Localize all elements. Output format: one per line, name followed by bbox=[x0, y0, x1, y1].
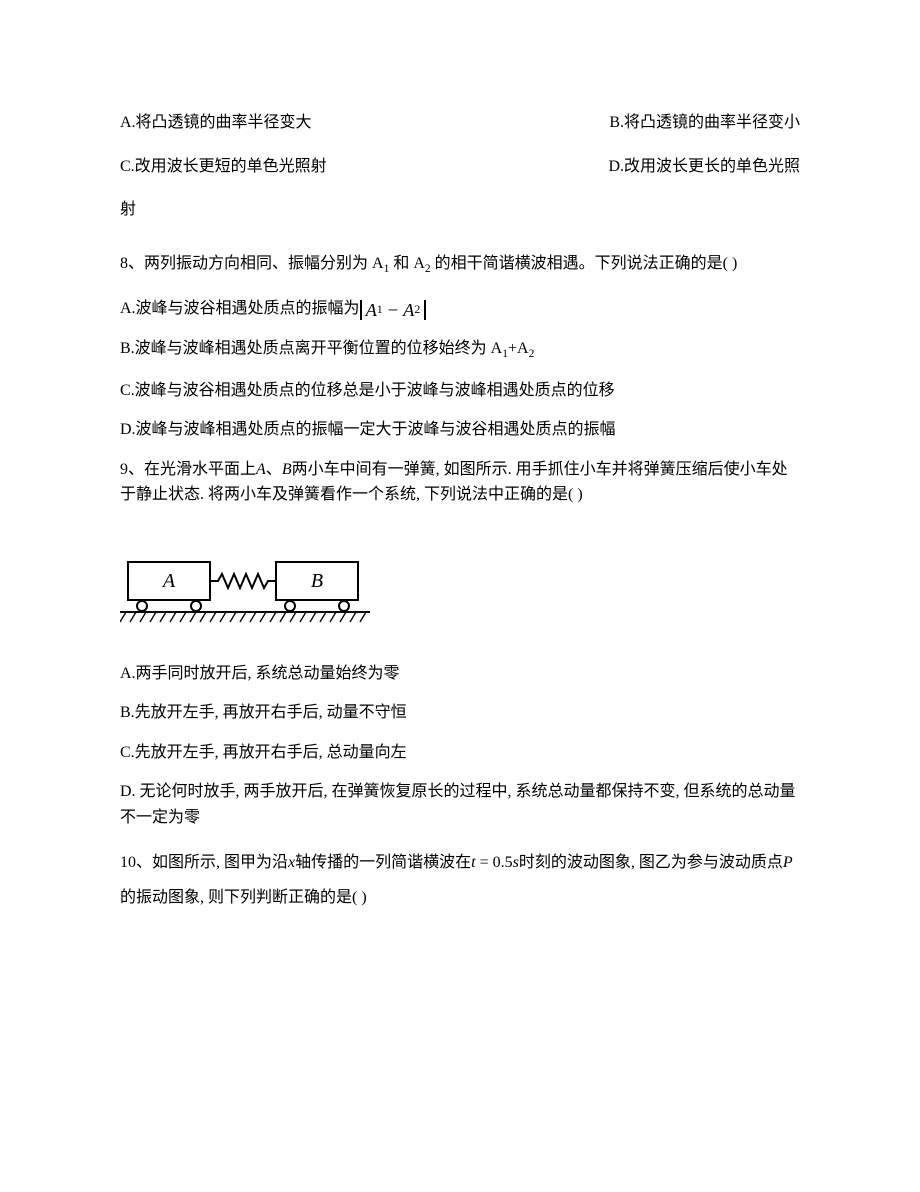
cart-b-wheel2 bbox=[339, 601, 349, 611]
abs-minus: − bbox=[388, 300, 398, 320]
q10-t: t bbox=[471, 854, 479, 871]
abs-A2: A bbox=[403, 300, 414, 320]
q7-option-d-part1: D.改用波长更长的单色光照 bbox=[608, 154, 800, 180]
q7-option-a: A.将凸透镜的曲率半径变大 bbox=[120, 110, 312, 136]
cart-a-wheel1 bbox=[137, 601, 147, 611]
cart-b-label: B bbox=[311, 570, 323, 592]
spring-icon bbox=[210, 574, 276, 588]
abs-A1: A bbox=[366, 300, 377, 320]
q10-prefix: 10、如图所示, 图甲为沿 bbox=[120, 854, 288, 871]
cart-a-label: A bbox=[161, 570, 176, 592]
page-content: A.将凸透镜的曲率半径变大 B.将凸透镜的曲率半径变小 C.改用波长更短的单色光… bbox=[0, 0, 920, 1013]
q8-stem: 8、两列振动方向相同、振幅分别为 A1 和 A2 的相干简谐横波相遇。下列说法正… bbox=[120, 251, 800, 279]
q8-optB-sub2: 2 bbox=[529, 348, 535, 360]
q8-stem-suffix: 的相干简谐横波相遇。下列说法正确的是( ) bbox=[431, 255, 738, 272]
ground-hatch bbox=[120, 612, 366, 622]
q8-stem-prefix: 8、两列振动方向相同、振幅分别为 A bbox=[120, 255, 384, 272]
q8-option-a: A.波峰与波谷相遇处质点的振幅为A1−A2 bbox=[120, 296, 800, 322]
q9-B: B bbox=[282, 461, 292, 478]
q7-option-d-part2: 射 bbox=[120, 197, 800, 223]
cart-b-wheel1 bbox=[285, 601, 295, 611]
q9-option-c: C.先放开左手, 再放开右手后, 总动量向左 bbox=[120, 740, 800, 766]
q9-option-d: D. 无论何时放手, 两手放开后, 在弹簧恢复原长的过程中, 系统总动量都保持不… bbox=[120, 779, 800, 830]
abs-sub1: 1 bbox=[377, 303, 383, 316]
q9-option-b: B.先放开左手, 再放开右手后, 动量不守恒 bbox=[120, 700, 800, 726]
q10-suffix2: 的振动图象, 则下列判断正确的是( ) bbox=[120, 889, 367, 906]
abs-sub2: 2 bbox=[414, 303, 420, 316]
q9-stem-prefix: 9、在光滑水平面上 bbox=[120, 461, 256, 478]
q9-stem: 9、在光滑水平面上A、B两小车中间有一弹簧, 如图所示. 用手抓住小车并将弹簧压… bbox=[120, 457, 800, 508]
q8-optB-plus: +A bbox=[508, 340, 529, 357]
q9-mid1: 、 bbox=[266, 461, 282, 478]
q8-optA-prefix: A.波峰与波谷相遇处质点的振幅为 bbox=[120, 300, 360, 317]
cart-a-wheel2 bbox=[191, 601, 201, 611]
q8-option-d: D.波峰与波峰相遇处质点的振幅一定大于波峰与波谷相遇处质点的振幅 bbox=[120, 417, 800, 443]
q10-eq: = 0.5 bbox=[480, 854, 513, 871]
q9-A: A bbox=[256, 461, 266, 478]
q9-option-a: A.两手同时放开后, 系统总动量始终为零 bbox=[120, 661, 800, 687]
q8-stem-mid1: 和 A bbox=[389, 255, 425, 272]
q8-option-c: C.波峰与波谷相遇处质点的位移总是小于波峰与波峰相遇处质点的位移 bbox=[120, 378, 800, 404]
q7-options-row2: C.改用波长更短的单色光照射 D.改用波长更长的单色光照 bbox=[120, 154, 800, 180]
q10-mid1: 轴传播的一列简谐横波在 bbox=[295, 854, 471, 871]
q10-stem: 10、如图所示, 图甲为沿x轴传播的一列简谐横波在t = 0.5s时刻的波动图象… bbox=[120, 845, 800, 915]
q10-P: P bbox=[783, 854, 793, 871]
spring-carts-figure: A B bbox=[120, 552, 370, 630]
q7-option-c: C.改用波长更短的单色光照射 bbox=[120, 154, 327, 180]
q8-optB-prefix: B.波峰与波峰相遇处质点离开平衡位置的位移始终为 A bbox=[120, 340, 502, 357]
q7-option-b: B.将凸透镜的曲率半径变小 bbox=[609, 110, 800, 136]
abs-expression: A1−A2 bbox=[360, 300, 427, 320]
q7-options-row1: A.将凸透镜的曲率半径变大 B.将凸透镜的曲率半径变小 bbox=[120, 110, 800, 136]
q10-suffix1: 时刻的波动图象, 图乙为参与波动质点 bbox=[519, 854, 783, 871]
q8-option-b: B.波峰与波峰相遇处质点离开平衡位置的位移始终为 A1+A2 bbox=[120, 336, 800, 364]
